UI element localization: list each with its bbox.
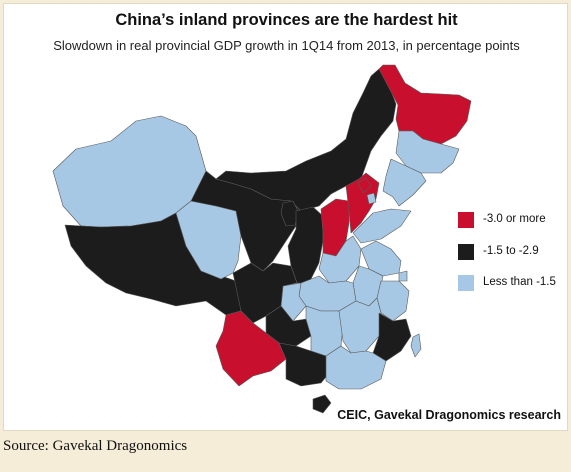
china-province-map	[52, 64, 472, 414]
province-shandong	[352, 208, 412, 244]
province-liaoning	[382, 158, 427, 207]
province-jilin	[395, 130, 460, 174]
province-henan	[318, 235, 362, 284]
province-fujian	[372, 312, 412, 362]
legend-swatch-red	[458, 212, 474, 228]
province-beijing	[357, 177, 372, 194]
legend-label-black: -1.5 to -2.9	[483, 245, 539, 257]
source-line: Source: Gavekal Dragonomics	[3, 438, 187, 455]
province-shanghai	[398, 270, 408, 282]
source-value: Gavekal Dragonomics	[52, 438, 188, 454]
province-guangdong	[325, 345, 387, 390]
chart-subtitle: Slowdown in real provincial GDP growth i…	[53, 38, 520, 53]
legend-swatch-black	[458, 244, 474, 260]
province-ningxia	[280, 200, 300, 227]
legend-label-blue: Less than -1.5	[483, 276, 556, 288]
province-heilongjiang	[378, 64, 472, 145]
legend-label-red: -3.0 or more	[483, 213, 546, 225]
province-hebei	[345, 172, 380, 234]
province-tianjin	[366, 192, 377, 205]
province-taiwan	[410, 333, 422, 358]
province-hainan	[312, 394, 332, 414]
map-figure: China’s inland provinces are the hardest…	[3, 3, 568, 431]
data-credit: CEIC, Gavekal Dragonomics research	[337, 408, 561, 422]
province-yunnan	[215, 310, 287, 387]
legend-swatch-blue	[458, 275, 474, 291]
chart-title: China’s inland provinces are the hardest…	[115, 11, 458, 29]
source-label: Source:	[3, 438, 49, 454]
